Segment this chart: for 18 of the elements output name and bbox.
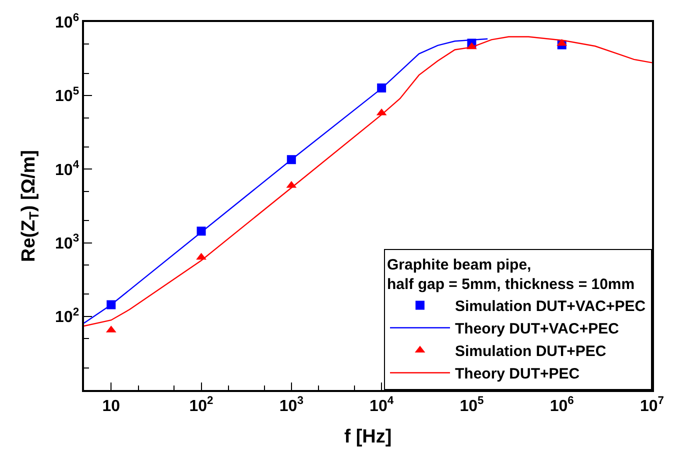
x-tick-label: 10$^{7}$: [640, 395, 664, 415]
legend-label: Simulation DUT+VAC+PEC: [455, 298, 646, 316]
y-tick-label: 10$^{2}$: [55, 306, 80, 326]
y-tick-label: 10$^{4}$: [55, 159, 80, 179]
x-tick-label: 10: [102, 398, 120, 415]
x-tick-label: 10$^{3}$: [279, 395, 304, 415]
x-tick-label: 10$^{6}$: [550, 395, 574, 415]
x-axis-title: f [Hz]: [344, 426, 392, 448]
y-tick-label: 10$^{6}$: [55, 12, 80, 32]
y-tick-label: 10$^{5}$: [55, 85, 80, 106]
legend-label: Theory DUT+PEC: [455, 366, 580, 383]
x-tick-label: 10$^{4}$: [370, 395, 394, 415]
legend-label: Theory DUT+VAC+PEC: [455, 320, 620, 338]
y-tick-label: 10$^{3}$: [55, 232, 80, 252]
x-tick-label: 10$^{5}$: [460, 395, 484, 415]
x-tick-label: 10$^{2}$: [189, 395, 214, 415]
legend-title: Graphite beam pipe, half gap = 5mm, thickness = 10mm: [387, 256, 635, 293]
legend-label: Simulation DUT+PEC: [455, 343, 606, 360]
